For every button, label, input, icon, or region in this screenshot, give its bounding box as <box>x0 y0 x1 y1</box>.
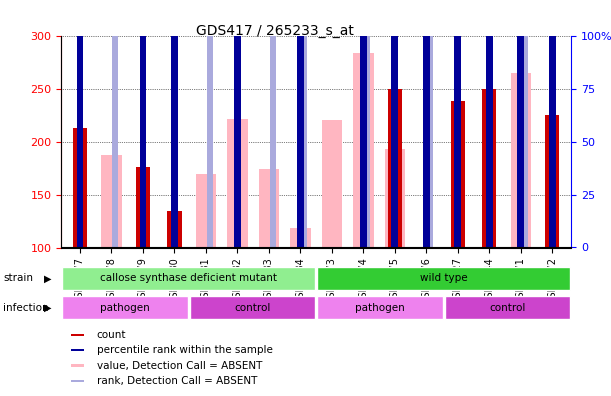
Text: ▶: ▶ <box>44 273 51 284</box>
Text: infection: infection <box>3 303 49 313</box>
Bar <box>423 0 430 248</box>
Bar <box>290 228 310 248</box>
Bar <box>549 0 556 248</box>
Bar <box>388 89 402 248</box>
Text: count: count <box>97 330 126 340</box>
Text: rank, Detection Call = ABSENT: rank, Detection Call = ABSENT <box>97 376 257 386</box>
Bar <box>167 211 181 248</box>
Text: pathogen: pathogen <box>100 303 150 313</box>
Text: value, Detection Call = ABSENT: value, Detection Call = ABSENT <box>97 360 262 371</box>
Bar <box>270 0 276 248</box>
Text: percentile rank within the sample: percentile rank within the sample <box>97 345 273 355</box>
Bar <box>196 174 216 248</box>
Text: ▶: ▶ <box>44 303 51 313</box>
Bar <box>545 115 560 248</box>
Bar <box>73 128 87 248</box>
Bar <box>227 119 247 248</box>
Bar <box>364 0 370 248</box>
Bar <box>482 89 497 248</box>
Text: callose synthase deficient mutant: callose synthase deficient mutant <box>100 273 277 283</box>
Bar <box>486 0 493 248</box>
Bar <box>385 149 405 248</box>
Text: wild type: wild type <box>420 273 467 283</box>
Bar <box>455 0 461 248</box>
Bar <box>317 296 443 320</box>
Bar <box>76 0 84 248</box>
Bar <box>522 0 527 248</box>
Bar <box>317 267 570 290</box>
Bar <box>445 296 570 320</box>
Bar <box>171 0 178 248</box>
Bar <box>207 0 213 248</box>
Text: strain: strain <box>3 273 33 284</box>
Bar <box>189 296 315 320</box>
Bar <box>139 0 147 248</box>
Text: GDS417 / 265233_s_at: GDS417 / 265233_s_at <box>196 24 354 38</box>
Text: control: control <box>234 303 271 313</box>
Bar <box>234 0 241 248</box>
Bar <box>71 380 84 382</box>
Bar <box>297 0 304 248</box>
Bar <box>518 0 524 248</box>
Bar <box>360 0 367 248</box>
Bar <box>392 0 398 248</box>
Bar <box>136 167 150 248</box>
Bar <box>322 120 342 248</box>
Bar <box>62 296 188 320</box>
Bar <box>301 0 307 248</box>
Bar <box>427 0 433 248</box>
Bar <box>71 349 84 351</box>
Bar <box>112 0 118 248</box>
Bar <box>62 267 315 290</box>
Bar <box>258 169 279 248</box>
Bar <box>511 73 531 248</box>
Bar <box>101 155 122 248</box>
Text: pathogen: pathogen <box>355 303 405 313</box>
Bar <box>71 334 84 336</box>
Bar <box>71 364 84 367</box>
Bar <box>451 101 465 248</box>
Text: control: control <box>489 303 525 313</box>
Bar <box>353 53 374 248</box>
